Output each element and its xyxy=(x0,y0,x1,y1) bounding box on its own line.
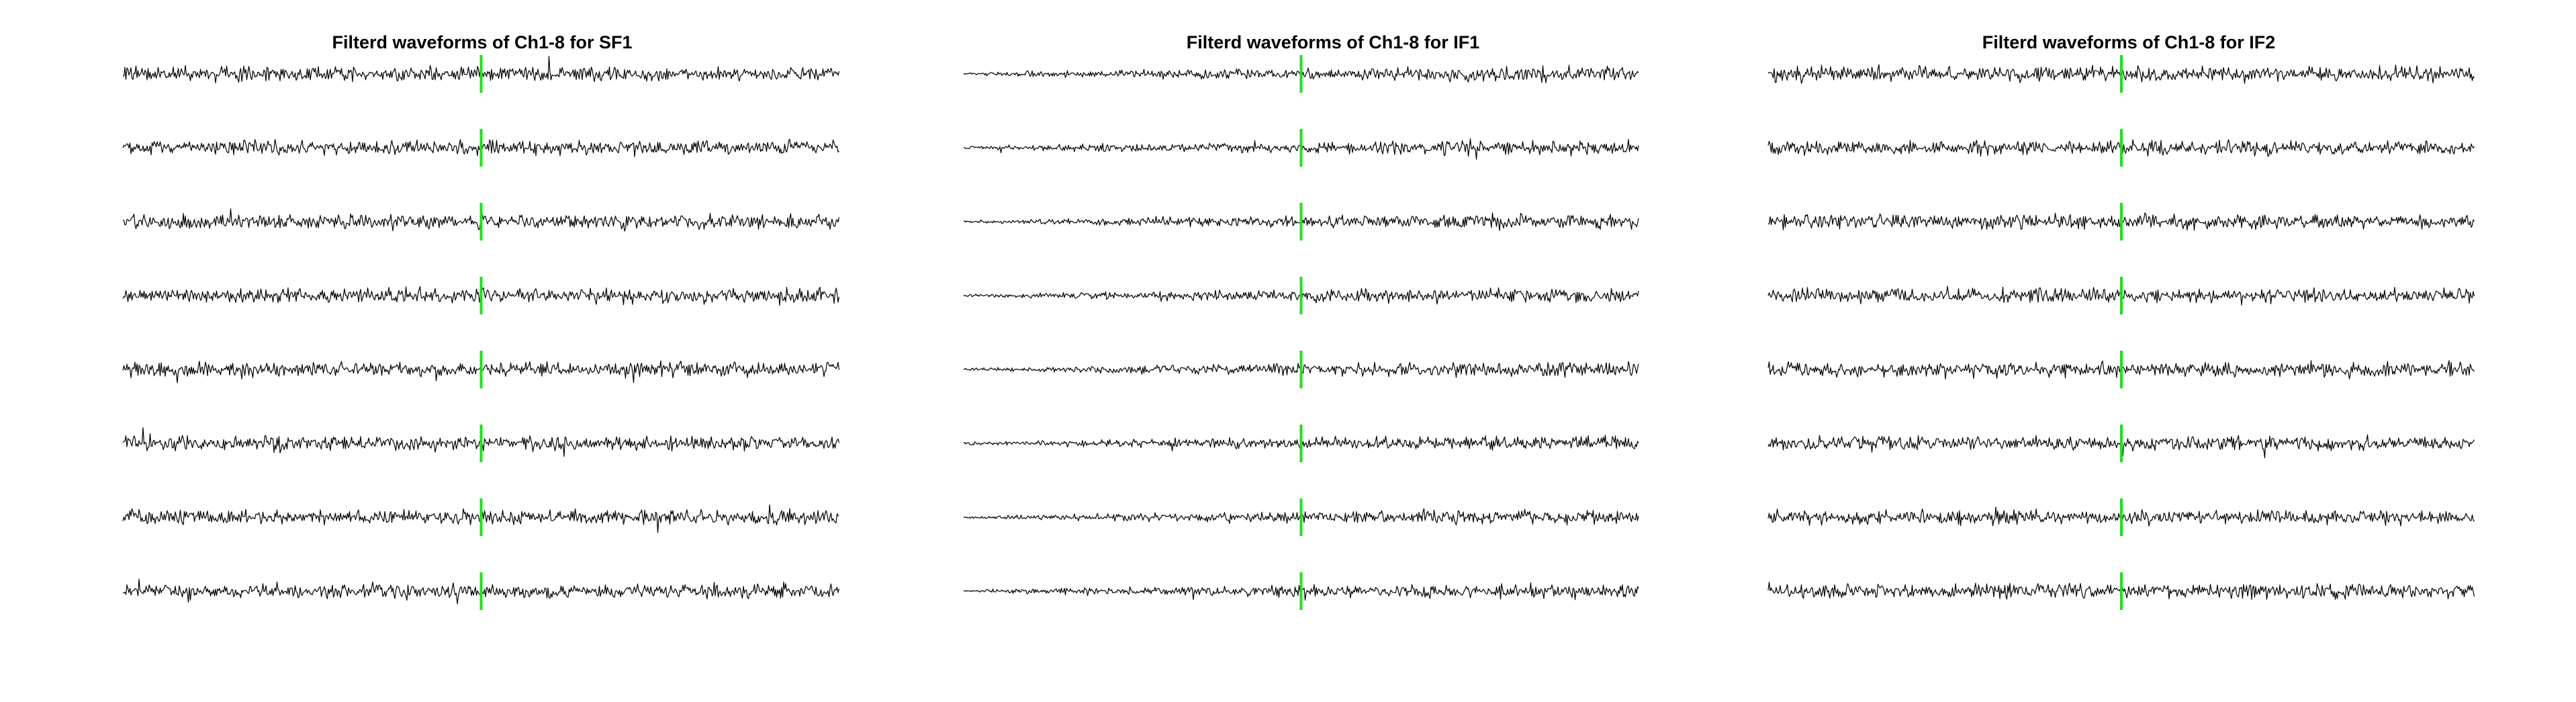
traces-sf1 xyxy=(122,55,840,610)
panel-if2: Filterd waveforms of Ch1-8 for IF2 xyxy=(1767,32,2475,610)
panel-title-if2: Filterd waveforms of Ch1-8 for IF2 xyxy=(1982,32,2276,52)
panel-title-sf1: Filterd waveforms of Ch1-8 for SF1 xyxy=(332,32,632,52)
traces-if1 xyxy=(963,55,1639,610)
traces-if2 xyxy=(1767,55,2475,610)
panel-title-if1: Filterd waveforms of Ch1-8 for IF1 xyxy=(1187,32,1480,52)
panel-sf1: Filterd waveforms of Ch1-8 for SF1 xyxy=(122,32,840,610)
panel-if1: Filterd waveforms of Ch1-8 for IF1 xyxy=(963,32,1639,610)
